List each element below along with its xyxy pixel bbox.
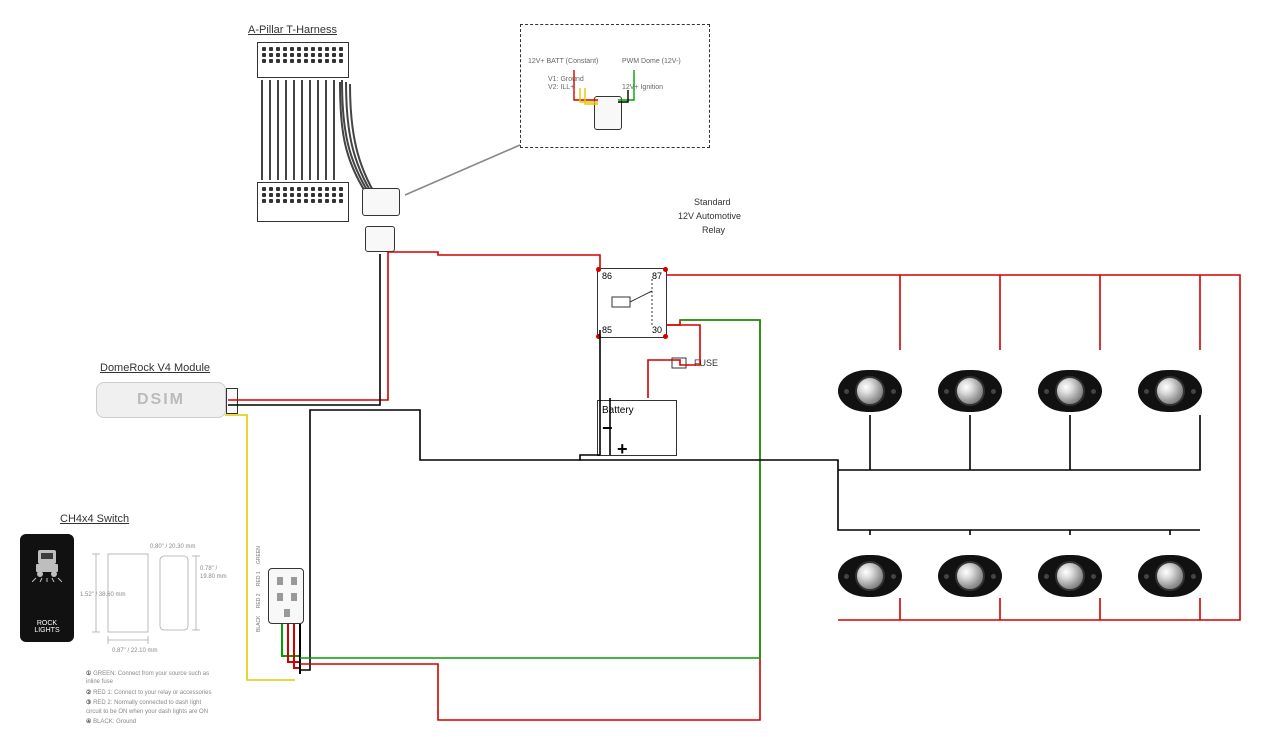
inset-v2-label: V2: ILL+ [548,84,574,91]
a-pillar-label: A-Pillar T-Harness [248,24,337,36]
relay-title-2: 12V Automotive [678,211,741,221]
svg-text:0.78" /: 0.78" / [200,566,217,572]
rock-light [938,555,1002,597]
domerock-label: DomeRock V4 Module [100,362,210,374]
battery: Battery − + [597,400,677,456]
inset-connector [594,96,622,130]
switch-back-connector [268,568,304,624]
rock-light [1138,370,1202,412]
switch-face: ROCK LIGHTS [20,534,74,642]
inset-batt-label: 12V+ BATT (Constant) [528,58,598,65]
rock-light [1038,370,1102,412]
dsim-module: DSIM [96,382,226,418]
truck-icon [32,542,62,582]
svg-text:0.80" / 20.30 mm: 0.80" / 20.30 mm [150,544,196,550]
ch4x4-label: CH4x4 Switch [60,513,129,525]
module-connector [226,388,238,414]
switch-pin-labels: BLACK RED 2 RED 1 GREEN [256,546,262,632]
rock-label-1: ROCK [34,620,59,627]
inset-v1-label: V1: Ground [548,76,584,83]
inset-pwm-label: PWM Dome (12V-) [622,58,681,65]
switch-legend: ① GREEN: Connect from your source such a… [86,670,216,728]
relay-title-3: Relay [702,225,725,235]
inset-ign-label: 12V+ Ignition [622,84,663,91]
rock-light [838,370,902,412]
connector-a-top: document.write(Array(36).fill('<span cla… [257,42,349,78]
battery-terminals: − + [602,418,672,460]
relay: 86 87 85 30 [597,268,667,338]
svg-text:1.52" / 38.60 mm: 1.52" / 38.60 mm [80,592,126,598]
fuse-label: FUSE [694,358,718,368]
t-harness-tap-connector-lower [365,226,395,252]
rock-light [838,555,902,597]
rock-label-2: LIGHTS [34,627,59,634]
rock-light [1138,555,1202,597]
svg-text:0.87" / 22.10 mm: 0.87" / 22.10 mm [112,648,158,654]
rock-light [1038,555,1102,597]
battery-label: Battery [602,405,672,416]
svg-text:19.80 mm: 19.80 mm [200,574,227,580]
module-text: DSIM [137,391,185,409]
relay-title-1: Standard [694,197,731,207]
connector-a-bottom: document.write(Array(36).fill('<span cla… [257,182,349,222]
t-harness-tap-connector [362,188,400,216]
rock-light [938,370,1002,412]
